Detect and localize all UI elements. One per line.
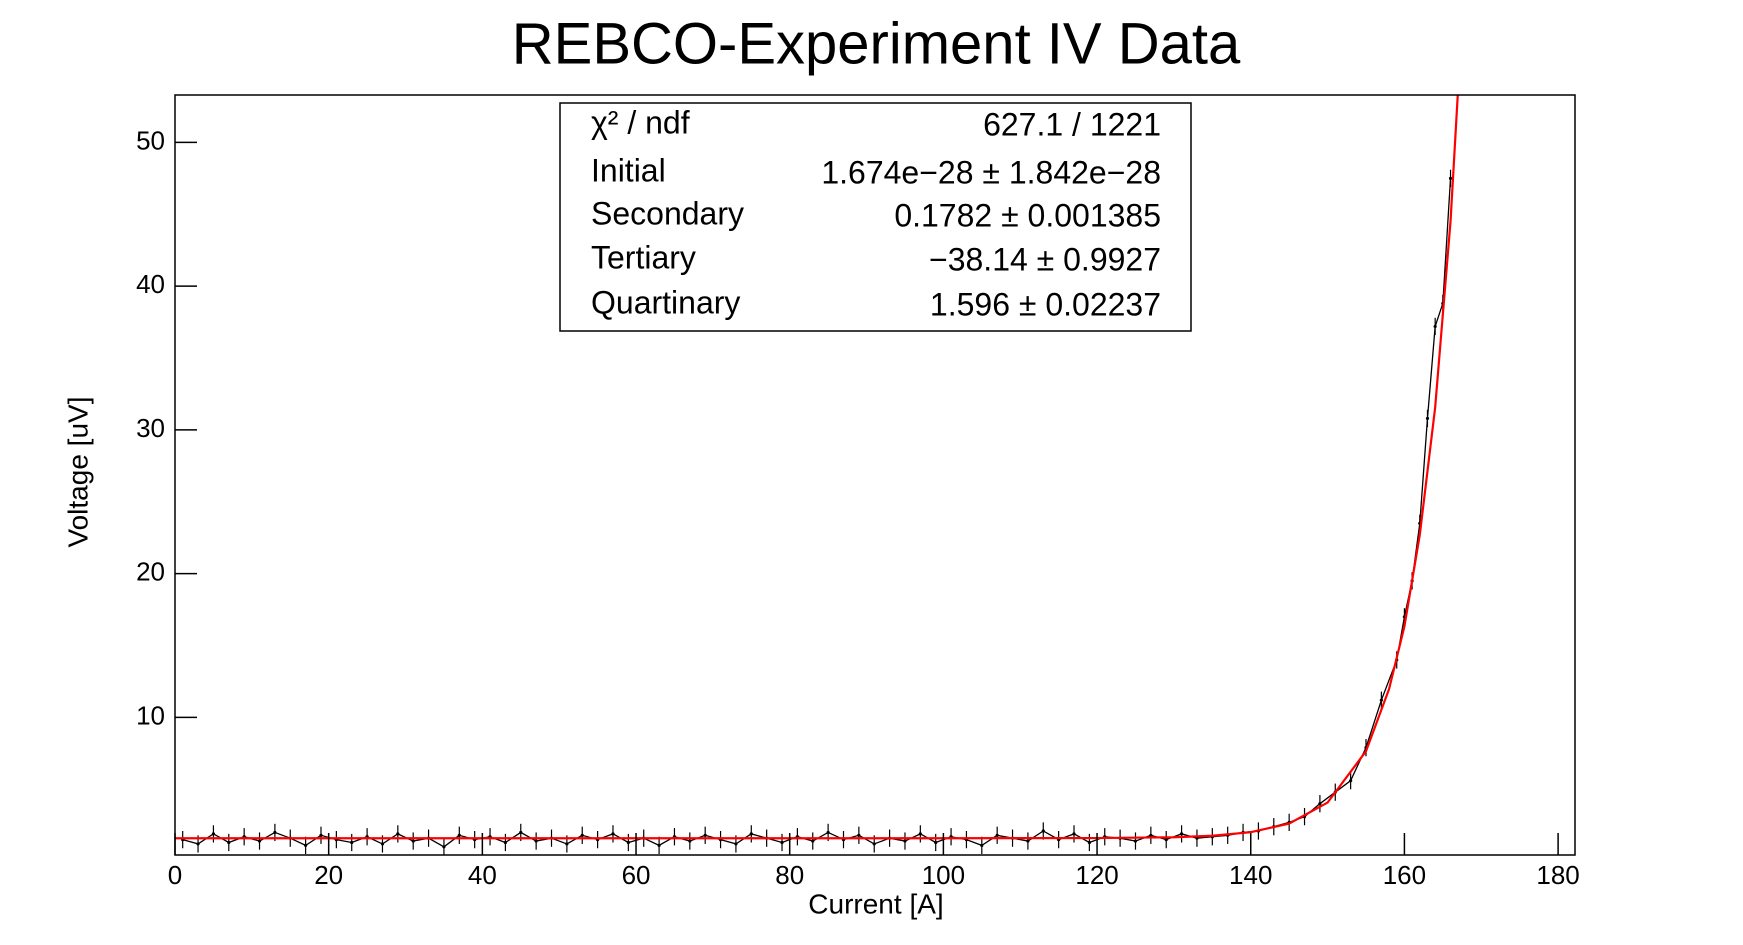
frame [174, 94, 1576, 856]
data-point [1072, 832, 1076, 836]
data-point [734, 842, 738, 846]
chart-title: REBCO-Experiment IV Data [512, 11, 1241, 76]
data-point [1041, 829, 1045, 833]
data-point [1087, 840, 1091, 845]
x-tick-label: 60 [622, 860, 651, 890]
data-point [580, 833, 584, 837]
data-point [211, 832, 216, 836]
y-tick-label: 20 [136, 557, 165, 587]
x-tick-label: 140 [1229, 860, 1272, 890]
data-point [1149, 833, 1153, 837]
data-point [611, 832, 615, 836]
data-point [457, 833, 461, 837]
x-tick-label: 0 [168, 860, 182, 890]
stats-value: 0.1782 ± 0.001385 [894, 197, 1161, 233]
stats-value: 1.674e−28 ± 1.842e−28 [821, 154, 1161, 190]
data-point [1433, 324, 1437, 329]
data-point [1379, 698, 1383, 702]
data-point [657, 843, 661, 847]
data-point [903, 839, 907, 843]
data-point [980, 843, 984, 847]
data-point [380, 842, 385, 846]
data-point [872, 842, 876, 846]
data-point [350, 840, 354, 845]
data-point [1349, 779, 1353, 783]
data-point [1179, 832, 1184, 836]
y-tick-label: 10 [136, 700, 165, 730]
data-point [811, 839, 815, 843]
data-point [1448, 176, 1453, 180]
stats-label: χ² / ndf [591, 104, 690, 140]
data-point [519, 830, 523, 835]
data-point [273, 830, 277, 835]
x-tick-label: 120 [1075, 860, 1118, 890]
data-point [304, 843, 308, 847]
data-point [196, 842, 200, 846]
data-point [396, 832, 400, 836]
stats-label: Quartinary [591, 284, 740, 320]
data-point [1164, 838, 1168, 842]
data-point [1425, 416, 1430, 421]
data-point [749, 832, 753, 836]
y-tick-label: 40 [136, 269, 165, 299]
stats-label: Initial [591, 152, 666, 188]
data-point [1133, 839, 1138, 843]
x-axis-label: Current [A] [808, 888, 943, 919]
data-point [626, 840, 630, 845]
stats-value: 1.596 ± 0.02237 [930, 286, 1161, 322]
data-point [1026, 839, 1030, 843]
data-point [227, 840, 231, 845]
data-point [826, 830, 830, 835]
y-tick-label: 30 [136, 413, 165, 443]
x-tick-label: 160 [1383, 860, 1426, 890]
data-point [780, 840, 784, 845]
data-point [703, 833, 707, 837]
stats-box [559, 102, 1192, 332]
y-tick-label: 50 [136, 125, 165, 155]
x-tick-label: 80 [775, 860, 804, 890]
data-point [1318, 802, 1322, 806]
stats-label: Tertiary [591, 239, 696, 275]
stats-label: Secondary [591, 195, 744, 231]
x-tick-label: 100 [922, 860, 965, 890]
x-tick-label: 40 [468, 860, 497, 890]
data-point [995, 833, 999, 837]
y-axis-label: Voltage [uV] [62, 396, 93, 547]
data-point [411, 839, 415, 843]
x-tick-label: 180 [1536, 860, 1579, 890]
data-point [442, 845, 446, 849]
data-point [688, 839, 692, 843]
stats-value: 627.1 / 1221 [983, 106, 1161, 142]
data-point [503, 840, 508, 845]
data-point [918, 832, 922, 836]
data-point [319, 833, 323, 837]
data-point [565, 842, 569, 846]
data-point [257, 839, 262, 843]
data-point [534, 839, 538, 843]
x-tick-label: 20 [314, 860, 343, 890]
data-point [857, 833, 861, 837]
data-point [934, 840, 938, 845]
stats-value: −38.14 ± 0.9927 [929, 241, 1161, 277]
